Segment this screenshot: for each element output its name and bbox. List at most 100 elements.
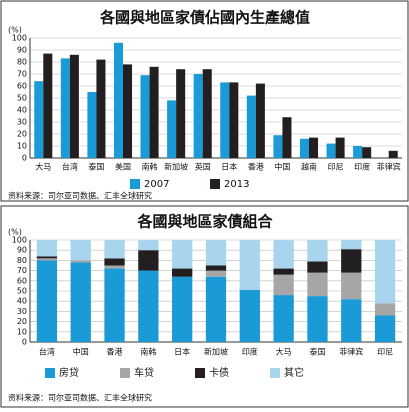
bar <box>335 137 345 158</box>
bar <box>167 100 177 158</box>
bar-segment <box>172 268 193 277</box>
bar-segment <box>374 303 396 316</box>
y-tick-label: 90 <box>17 246 27 255</box>
x-tick-label: 菲律宾 <box>339 347 363 357</box>
x-tick-label: 大马 <box>276 347 292 357</box>
bar-segment <box>205 276 227 342</box>
legend-label: 2013 <box>224 179 249 190</box>
bar-segment <box>70 260 91 263</box>
x-tick-label: 越南 <box>301 162 317 172</box>
legend-label: 车贷 <box>134 366 154 379</box>
bar <box>229 82 239 158</box>
x-tick-label: 南韩 <box>140 347 156 357</box>
y-tick-label: 80 <box>17 256 27 265</box>
y-tick-label: 20 <box>17 130 27 139</box>
bar-segment <box>104 268 125 342</box>
legend-swatch <box>270 368 280 378</box>
bar <box>123 64 133 158</box>
y-tick-label: 40 <box>17 106 27 115</box>
y-tick-label: 10 <box>17 142 27 151</box>
legend-swatch <box>130 179 140 189</box>
bar <box>255 83 265 158</box>
panel-frame <box>0 0 409 202</box>
y-tick-label: 40 <box>17 297 27 306</box>
bar <box>87 92 97 158</box>
x-tick-label: 中国 <box>73 347 89 357</box>
x-tick-label: 美国 <box>115 162 131 172</box>
x-tick-label: 泰国 <box>309 347 325 357</box>
x-tick-label: 日本 <box>221 162 237 172</box>
y-tick-label: 0 <box>22 154 27 163</box>
x-tick-label: 英国 <box>195 162 211 172</box>
bar-segment <box>239 240 260 290</box>
bar <box>388 150 398 158</box>
bar-segment <box>104 240 125 259</box>
x-tick-label: 印度 <box>242 347 258 357</box>
bar-segment <box>138 250 159 271</box>
bar-segment <box>138 240 159 251</box>
bar <box>60 58 70 158</box>
y-tick-label: 60 <box>17 82 27 91</box>
x-tick-label: 台湾 <box>62 162 78 172</box>
bar-segment <box>341 249 362 273</box>
legend-label: 其它 <box>284 366 304 379</box>
bar-segment <box>374 240 396 304</box>
bar-segment <box>307 240 328 262</box>
x-tick-label: 印度 <box>354 162 370 172</box>
bar-segment <box>36 258 58 261</box>
bar-segment <box>341 240 362 250</box>
x-tick-label: 印尼 <box>328 163 344 172</box>
y-tick-label: 100 <box>12 236 27 245</box>
y-tick-label: 50 <box>17 94 27 103</box>
y-tick-label: 90 <box>17 46 27 55</box>
bar-segment <box>104 265 125 269</box>
legend-label: 2007 <box>144 179 169 190</box>
bar <box>34 81 44 158</box>
chart-title: 各國與地區家債佔國內生產總值 <box>99 9 310 27</box>
bar-segment <box>172 276 193 342</box>
legend-swatch <box>120 368 130 378</box>
bar-segment <box>341 272 362 300</box>
bar <box>282 117 292 158</box>
x-tick-label: 香港 <box>107 347 123 357</box>
x-tick-label: 大马 <box>35 162 51 172</box>
y-tick-label: 60 <box>17 276 27 285</box>
legend-swatch <box>195 368 205 378</box>
bar <box>299 138 309 158</box>
y-tick-label: 50 <box>17 287 27 296</box>
bar-segment <box>205 270 227 277</box>
bar <box>96 59 106 158</box>
bar-segment <box>205 240 227 266</box>
y-tick-label: 80 <box>17 58 27 67</box>
bar-segment <box>273 274 294 296</box>
legend-swatch <box>210 179 220 189</box>
bar <box>220 82 230 158</box>
bar <box>353 146 363 158</box>
bar <box>202 69 212 158</box>
bar-segment <box>273 268 294 275</box>
bar <box>69 54 79 158</box>
bar-segment <box>307 261 328 273</box>
bar-segment <box>70 240 91 261</box>
bar <box>176 69 186 158</box>
x-tick-label: 中国 <box>274 162 290 172</box>
legend-label: 房贷 <box>59 366 79 379</box>
x-tick-label: 南韩 <box>142 162 158 172</box>
y-axis-label: (%) <box>8 228 22 237</box>
x-tick-label: 印尼 <box>377 348 393 357</box>
bar-segment <box>70 262 91 342</box>
x-tick-label: 日本 <box>174 347 190 357</box>
y-tick-label: 10 <box>17 327 27 336</box>
x-tick-label: 菲律宾 <box>377 162 401 172</box>
y-tick-label: 0 <box>22 338 27 347</box>
chart-title: 各國與地區家債組合 <box>136 213 273 231</box>
bar <box>246 95 256 158</box>
bar-segment <box>374 315 396 342</box>
bar <box>149 66 159 158</box>
x-tick-label: 新加坡 <box>164 162 188 172</box>
panel-frame <box>0 205 409 408</box>
x-tick-label: 泰国 <box>88 162 104 172</box>
y-tick-label: 30 <box>17 118 27 127</box>
y-axis-label: (%) <box>8 26 22 35</box>
